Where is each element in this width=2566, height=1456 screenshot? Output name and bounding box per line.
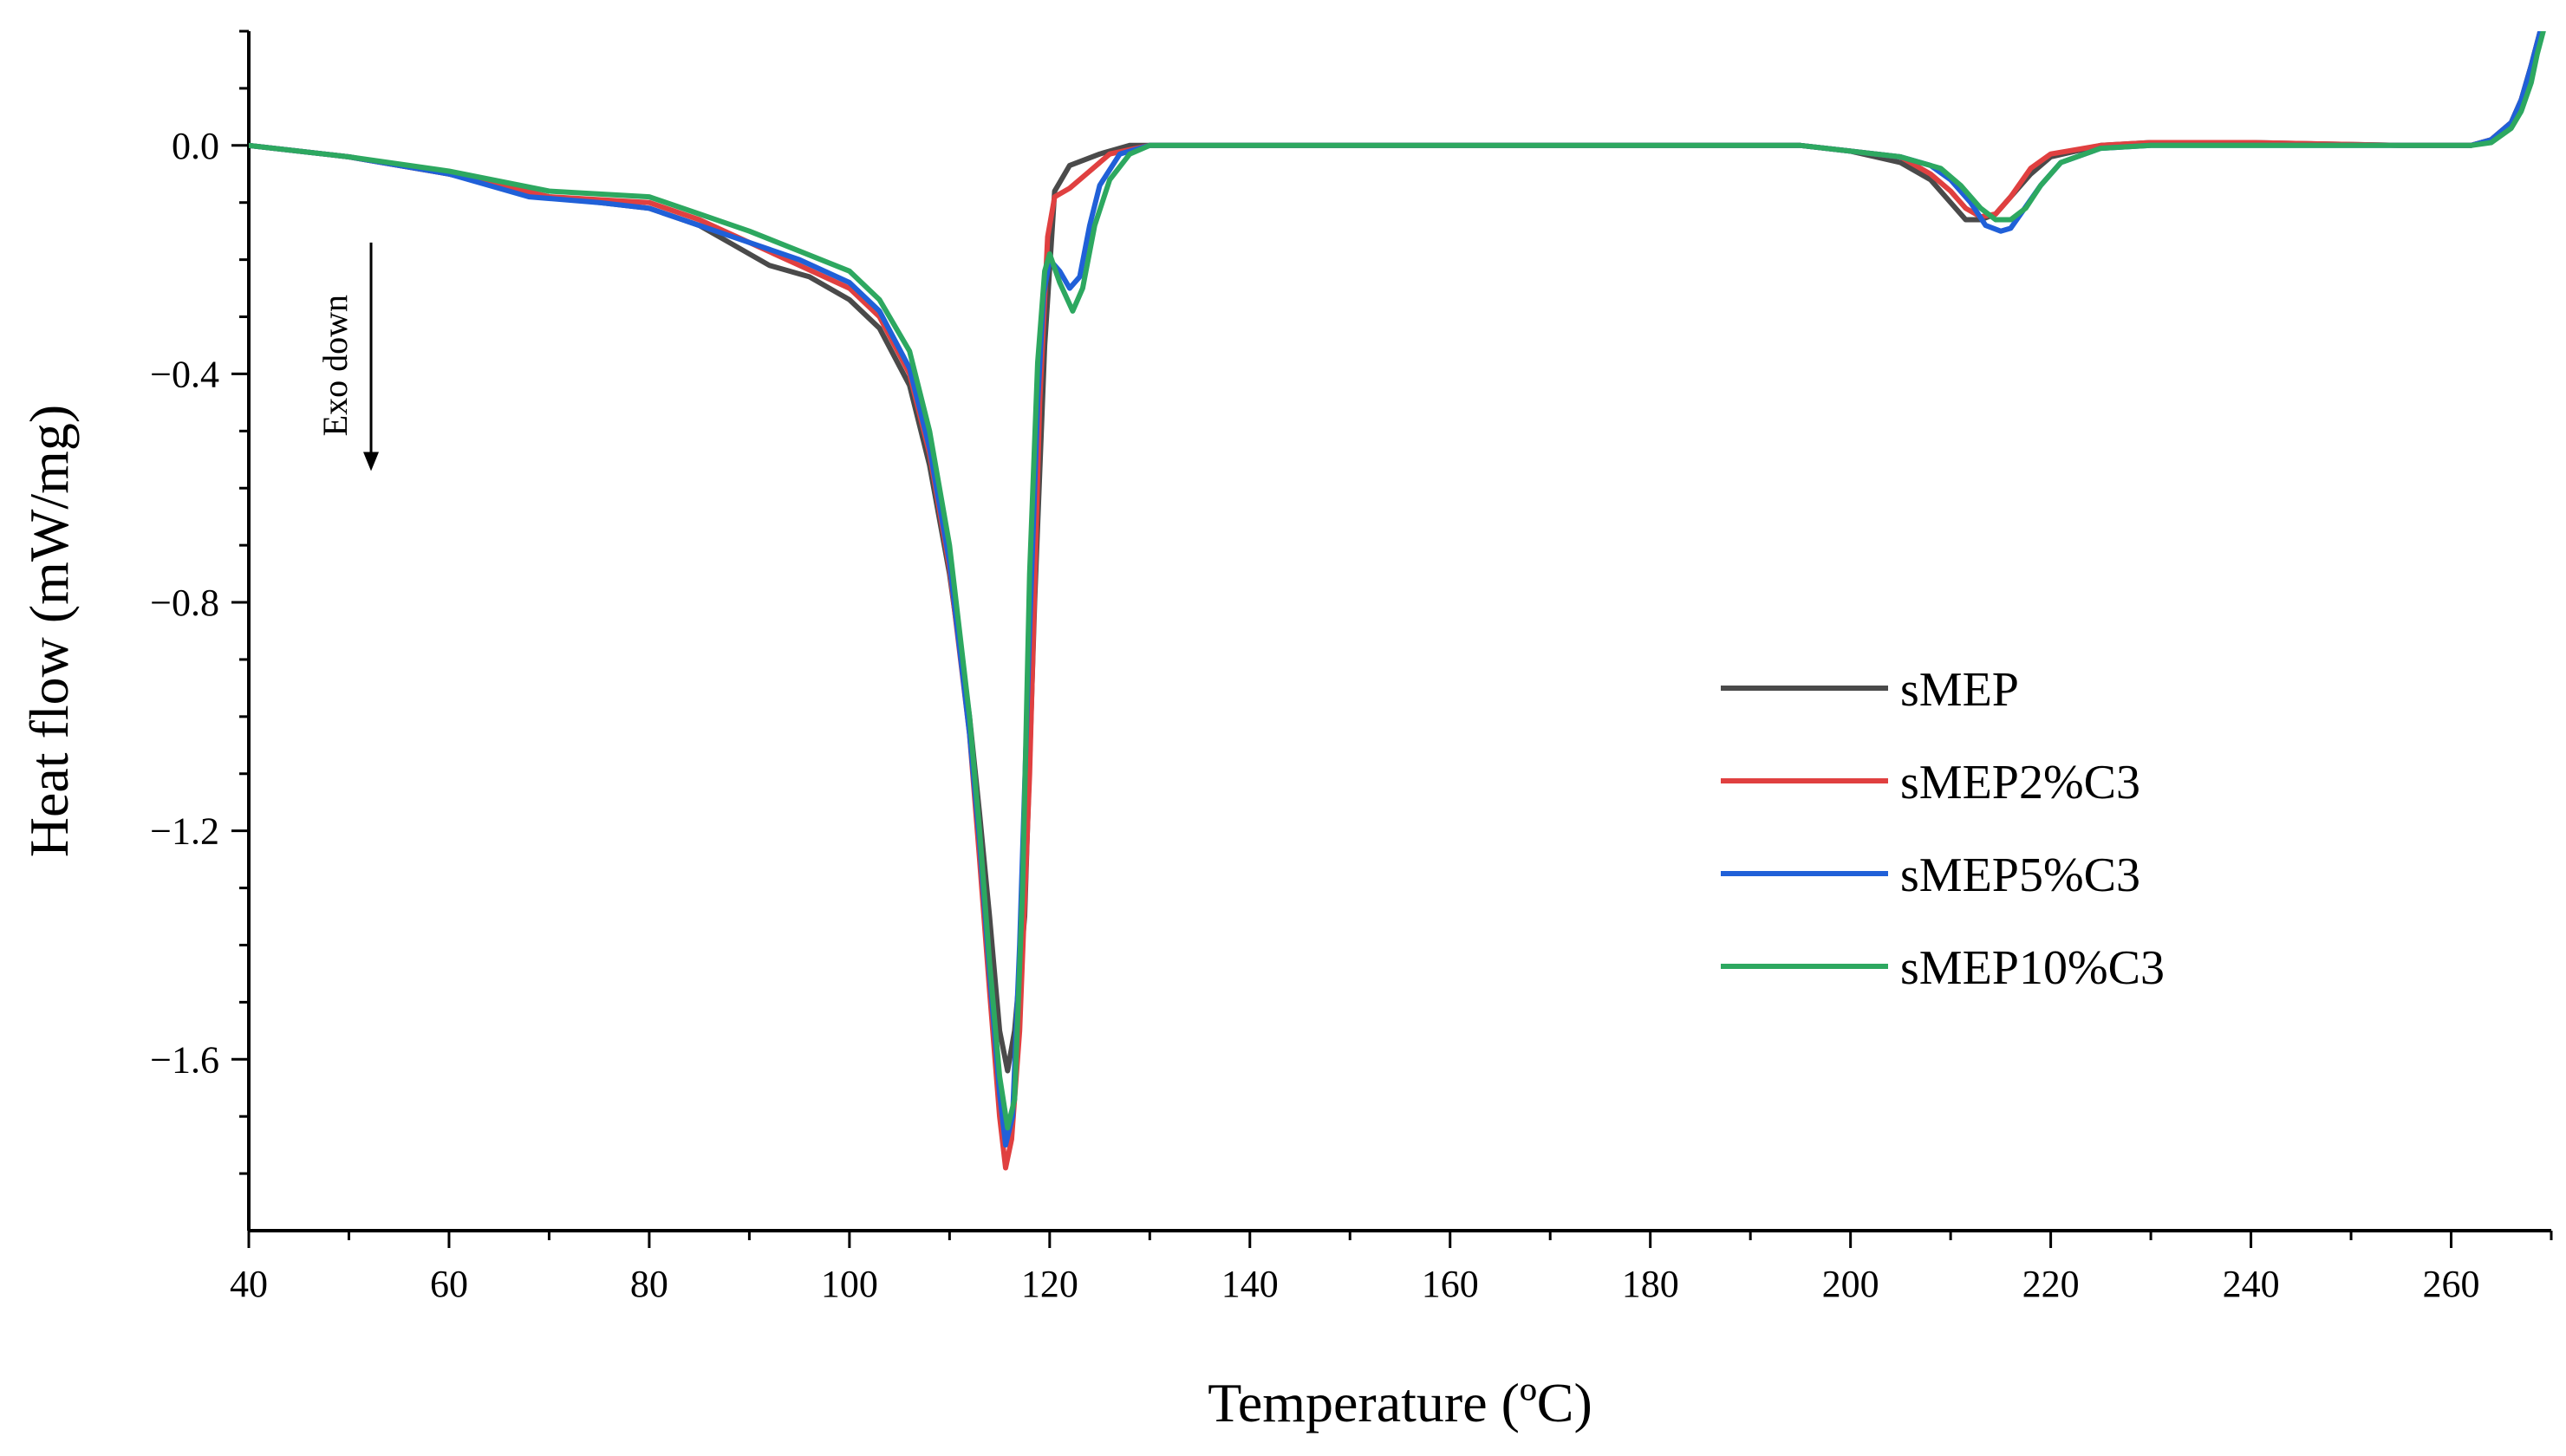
y-axis: 0.0 −0.4 −0.8 −1.2 −1.6 [150,29,251,1231]
x-tick-label: 40 [230,1263,268,1305]
legend-label: sMEP2%C3 [1900,756,2140,809]
x-tick-label: 260 [2423,1263,2480,1305]
exo-down-label: Exo down [316,295,355,436]
x-tick-label: 140 [1221,1263,1279,1305]
y-axis-title: Heat flow (mW/mg) [18,405,80,858]
legend-label: sMEP10%C3 [1900,941,2165,995]
y-tick-label: −0.8 [150,582,219,624]
y-tick-label: −0.4 [150,353,219,395]
y-tick-label: 0.0 [172,125,219,167]
legend: sMEP sMEP2%C3 sMEP5%C3 sMEP10%C3 [1721,663,2165,995]
x-tick-label: 240 [2223,1263,2280,1305]
x-tick-label: 220 [2022,1263,2080,1305]
x-tick-label: 200 [1822,1263,1879,1305]
legend-label: sMEP [1900,663,2019,717]
series-layer [249,31,2546,1171]
series-line-smep10pctc3 [249,31,2546,1131]
y-tick-label: −1.6 [150,1038,219,1081]
legend-label: sMEP5%C3 [1900,848,2140,902]
series-line-smep2pctc3 [249,31,2543,1171]
x-axis: 40 60 80 100 120 140 160 180 200 220 240 260 [230,1229,2553,1305]
exo-down-arrow-icon [363,452,380,471]
x-tick-label: 120 [1021,1263,1078,1305]
x-tick-label: 60 [430,1263,468,1305]
exo-down-annotation: Exo down [316,242,380,471]
series-line-smep [249,31,2543,1074]
x-axis-title: Temperature (ºC) [1208,1372,1592,1433]
y-tick-label: −1.2 [150,810,219,853]
x-tick-label: 100 [821,1263,878,1305]
x-tick-label: 180 [1622,1263,1679,1305]
series-line-smep5pctc3 [249,31,2543,1148]
x-tick-label: 160 [1422,1263,1479,1305]
x-tick-label: 80 [630,1263,668,1305]
